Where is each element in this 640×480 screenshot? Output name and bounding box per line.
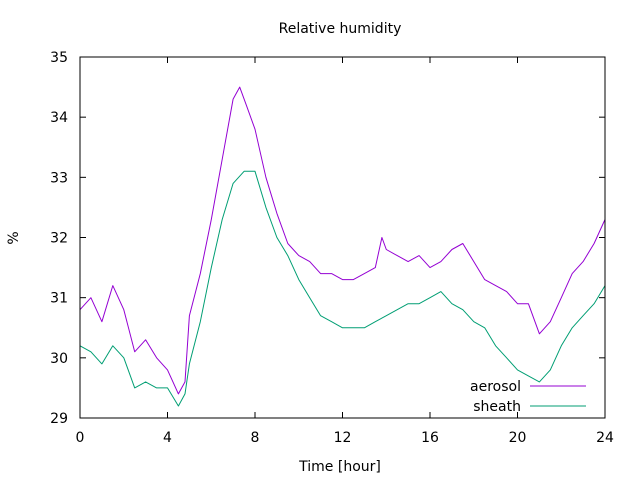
y-tick-label: 29 — [50, 411, 68, 427]
series-group — [79, 86, 606, 407]
y-axis-label: % — [6, 231, 22, 244]
x-tick-label: 4 — [163, 430, 172, 446]
y-tick-label: 30 — [50, 351, 68, 367]
legend-label-aerosol: aerosol — [470, 379, 521, 395]
y-tick-label: 34 — [50, 110, 68, 126]
series-line-aerosol — [79, 86, 606, 395]
series-line-sheath — [79, 170, 606, 407]
legend: aerosol sheath — [470, 379, 586, 415]
y-tick-label: 31 — [50, 291, 68, 307]
plot-frame — [79, 56, 606, 419]
x-tick-label: 8 — [251, 430, 260, 446]
y-tick-label: 35 — [50, 50, 68, 66]
x-tick-label: 12 — [334, 430, 352, 446]
x-tick-label: 0 — [76, 430, 85, 446]
x-tick-label: 24 — [596, 430, 614, 446]
chart-title: Relative humidity — [279, 21, 402, 37]
y-tick-label: 33 — [50, 170, 68, 186]
y-tick-label: 32 — [50, 231, 68, 247]
x-tick-label: 20 — [509, 430, 527, 446]
legend-label-sheath: sheath — [473, 399, 521, 415]
x-tick-label: 16 — [421, 430, 439, 446]
x-axis-label: Time [hour] — [298, 459, 381, 475]
